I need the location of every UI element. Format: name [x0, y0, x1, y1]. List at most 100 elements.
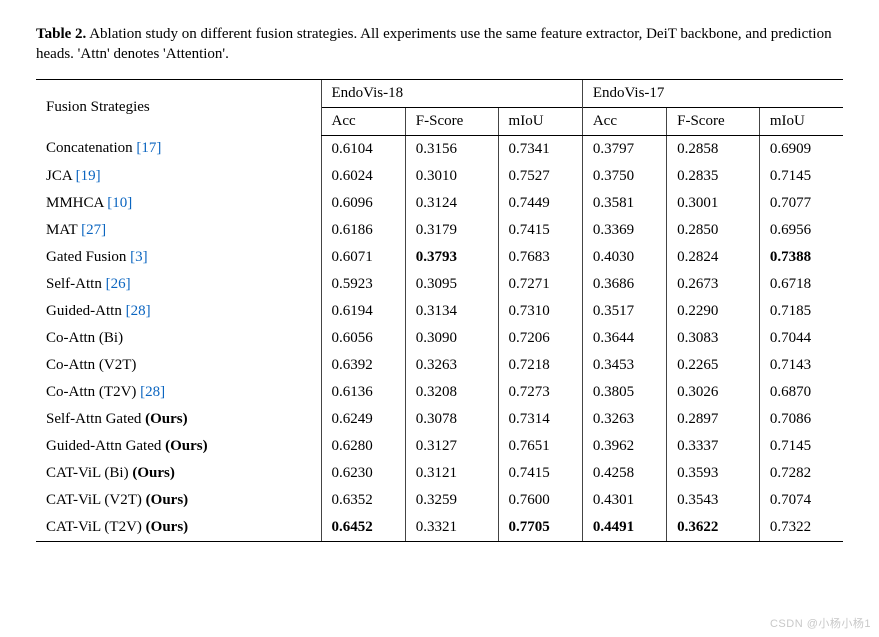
data-cell: 0.7273 — [498, 379, 582, 406]
data-cell: 0.4030 — [582, 244, 666, 271]
data-cell: 0.7449 — [498, 190, 582, 217]
data-cell: 0.3179 — [405, 217, 498, 244]
citation-link[interactable]: [28] — [126, 303, 151, 319]
citation-link[interactable]: [19] — [76, 168, 101, 184]
caption-label: Table 2. — [36, 26, 86, 42]
data-cell: 0.7322 — [759, 514, 843, 542]
row-label: Co-Attn (V2T) — [36, 352, 321, 379]
row-label: CAT-ViL (V2T) (Ours) — [36, 487, 321, 514]
data-cell: 0.6136 — [321, 379, 405, 406]
data-cell: 0.4491 — [582, 514, 666, 542]
data-cell: 0.6186 — [321, 217, 405, 244]
row-label: MAT [27] — [36, 217, 321, 244]
data-cell: 0.2858 — [667, 135, 760, 163]
subheader-5: mIoU — [759, 107, 843, 135]
data-cell: 0.3517 — [582, 298, 666, 325]
header-fusion: Fusion Strategies — [36, 79, 321, 135]
row-label: Self-Attn [26] — [36, 271, 321, 298]
ours-tag: (Ours) — [145, 411, 188, 427]
data-cell: 0.2835 — [667, 163, 760, 190]
data-cell: 0.7415 — [498, 460, 582, 487]
data-cell: 0.7527 — [498, 163, 582, 190]
data-cell: 0.7145 — [759, 163, 843, 190]
data-cell: 0.3208 — [405, 379, 498, 406]
citation-link[interactable]: [26] — [106, 276, 131, 292]
data-cell: 0.3337 — [667, 433, 760, 460]
data-cell: 0.6718 — [759, 271, 843, 298]
data-cell: 0.3593 — [667, 460, 760, 487]
data-cell: 0.5923 — [321, 271, 405, 298]
data-cell: 0.2673 — [667, 271, 760, 298]
data-cell: 0.2824 — [667, 244, 760, 271]
data-cell: 0.3010 — [405, 163, 498, 190]
data-cell: 0.2290 — [667, 298, 760, 325]
data-cell: 0.3453 — [582, 352, 666, 379]
ours-tag: (Ours) — [146, 519, 189, 535]
row-label: CAT-ViL (Bi) (Ours) — [36, 460, 321, 487]
subheader-2: mIoU — [498, 107, 582, 135]
ours-tag: (Ours) — [165, 438, 208, 454]
subheader-3: Acc — [582, 107, 666, 135]
data-cell: 0.6230 — [321, 460, 405, 487]
citation-link[interactable]: [10] — [107, 195, 132, 211]
row-label: Guided-Attn Gated (Ours) — [36, 433, 321, 460]
data-cell: 0.3321 — [405, 514, 498, 542]
data-cell: 0.3124 — [405, 190, 498, 217]
citation-link[interactable]: [3] — [130, 249, 148, 265]
data-cell: 0.6056 — [321, 325, 405, 352]
caption-text: Ablation study on different fusion strat… — [36, 26, 832, 62]
data-cell: 0.7218 — [498, 352, 582, 379]
data-cell: 0.3962 — [582, 433, 666, 460]
row-label: Co-Attn (T2V) [28] — [36, 379, 321, 406]
data-cell: 0.3263 — [582, 406, 666, 433]
data-cell: 0.7310 — [498, 298, 582, 325]
data-cell: 0.2897 — [667, 406, 760, 433]
data-cell: 0.7206 — [498, 325, 582, 352]
subheader-0: Acc — [321, 107, 405, 135]
data-cell: 0.3090 — [405, 325, 498, 352]
data-cell: 0.7086 — [759, 406, 843, 433]
data-cell: 0.4301 — [582, 487, 666, 514]
data-cell: 0.6870 — [759, 379, 843, 406]
data-cell: 0.3644 — [582, 325, 666, 352]
data-cell: 0.6352 — [321, 487, 405, 514]
data-cell: 0.3686 — [582, 271, 666, 298]
citation-link[interactable]: [17] — [136, 140, 161, 156]
data-cell: 0.3156 — [405, 135, 498, 163]
data-cell: 0.6280 — [321, 433, 405, 460]
row-label: Guided-Attn [28] — [36, 298, 321, 325]
data-cell: 0.3121 — [405, 460, 498, 487]
data-cell: 0.3797 — [582, 135, 666, 163]
data-cell: 0.3095 — [405, 271, 498, 298]
row-label: JCA [19] — [36, 163, 321, 190]
citation-link[interactable]: [27] — [81, 222, 106, 238]
table-caption: Table 2. Ablation study on different fus… — [36, 24, 843, 65]
data-cell: 0.6909 — [759, 135, 843, 163]
data-cell: 0.2265 — [667, 352, 760, 379]
row-label: MMHCA [10] — [36, 190, 321, 217]
data-cell: 0.6956 — [759, 217, 843, 244]
data-cell: 0.6096 — [321, 190, 405, 217]
data-cell: 0.7651 — [498, 433, 582, 460]
data-cell: 0.3793 — [405, 244, 498, 271]
data-cell: 0.7600 — [498, 487, 582, 514]
data-cell: 0.4258 — [582, 460, 666, 487]
data-cell: 0.7705 — [498, 514, 582, 542]
row-label: Concatenation [17] — [36, 135, 321, 163]
data-cell: 0.7145 — [759, 433, 843, 460]
data-cell: 0.7415 — [498, 217, 582, 244]
data-cell: 0.7271 — [498, 271, 582, 298]
data-cell: 0.6249 — [321, 406, 405, 433]
data-cell: 0.3543 — [667, 487, 760, 514]
data-cell: 0.3622 — [667, 514, 760, 542]
data-cell: 0.3127 — [405, 433, 498, 460]
ours-tag: (Ours) — [132, 465, 175, 481]
data-cell: 0.7185 — [759, 298, 843, 325]
data-cell: 0.7683 — [498, 244, 582, 271]
data-cell: 0.7044 — [759, 325, 843, 352]
data-cell: 0.3083 — [667, 325, 760, 352]
watermark-text: CSDN @小杨小杨1 — [770, 615, 871, 631]
data-cell: 0.2850 — [667, 217, 760, 244]
citation-link[interactable]: [28] — [140, 384, 165, 400]
subheader-4: F-Score — [667, 107, 760, 135]
